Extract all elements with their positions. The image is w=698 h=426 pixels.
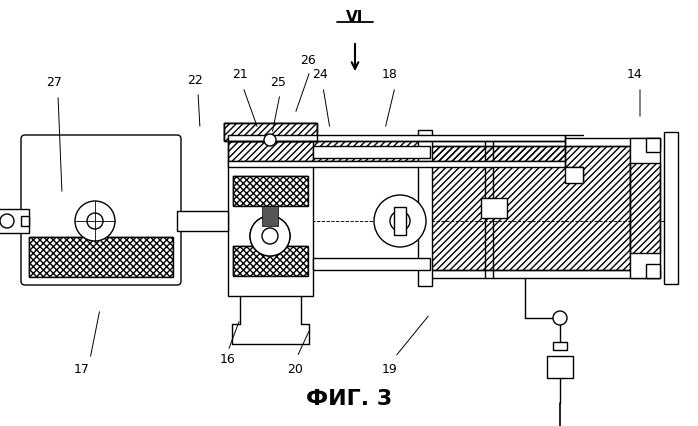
Bar — [630, 139, 660, 278]
Bar — [313, 147, 430, 158]
Circle shape — [75, 201, 115, 242]
Bar — [228, 136, 565, 142]
Bar — [233, 246, 308, 276]
Circle shape — [0, 215, 14, 228]
Bar — [233, 177, 308, 207]
Text: 16: 16 — [220, 353, 236, 366]
Circle shape — [553, 311, 567, 325]
Text: 17: 17 — [74, 363, 90, 376]
Bar — [233, 177, 308, 207]
Bar — [565, 167, 583, 184]
Text: 18: 18 — [382, 68, 398, 81]
Bar — [547, 356, 573, 378]
Bar — [262, 207, 278, 227]
Text: 24: 24 — [312, 68, 328, 81]
Bar — [0, 210, 29, 233]
Bar — [228, 142, 565, 161]
Text: ФИГ. 3: ФИГ. 3 — [306, 388, 392, 408]
Text: 26: 26 — [300, 53, 316, 66]
Bar — [29, 237, 173, 277]
Bar — [177, 211, 228, 231]
Bar — [228, 161, 565, 167]
Circle shape — [374, 196, 426, 248]
Circle shape — [87, 213, 103, 230]
Bar — [646, 139, 660, 153]
Bar — [646, 265, 660, 278]
Bar — [228, 142, 313, 296]
Text: VI: VI — [346, 11, 364, 26]
Circle shape — [262, 228, 278, 245]
Bar — [630, 164, 660, 253]
Circle shape — [250, 216, 290, 256]
Bar — [430, 147, 630, 271]
Text: 25: 25 — [270, 75, 286, 88]
Text: 20: 20 — [287, 363, 303, 376]
Bar — [313, 259, 430, 271]
Bar — [430, 271, 660, 278]
Text: 21: 21 — [232, 68, 248, 81]
FancyBboxPatch shape — [21, 136, 181, 285]
Bar — [481, 199, 507, 219]
Bar — [553, 342, 567, 350]
Bar — [228, 142, 565, 161]
Circle shape — [390, 211, 410, 231]
Bar — [630, 164, 660, 253]
Bar — [224, 124, 317, 142]
Text: 14: 14 — [627, 68, 643, 81]
Bar — [430, 139, 660, 147]
Bar — [224, 124, 317, 142]
Bar — [394, 207, 406, 236]
Bar — [418, 131, 432, 286]
Circle shape — [264, 135, 276, 147]
Text: 19: 19 — [382, 363, 398, 376]
Bar — [224, 124, 317, 142]
Bar — [21, 216, 29, 227]
Bar — [29, 237, 173, 277]
Text: 22: 22 — [187, 73, 203, 86]
Bar — [233, 246, 308, 276]
Text: 27: 27 — [46, 76, 62, 89]
Bar — [664, 132, 678, 284]
Circle shape — [250, 216, 290, 256]
Bar — [430, 147, 630, 271]
